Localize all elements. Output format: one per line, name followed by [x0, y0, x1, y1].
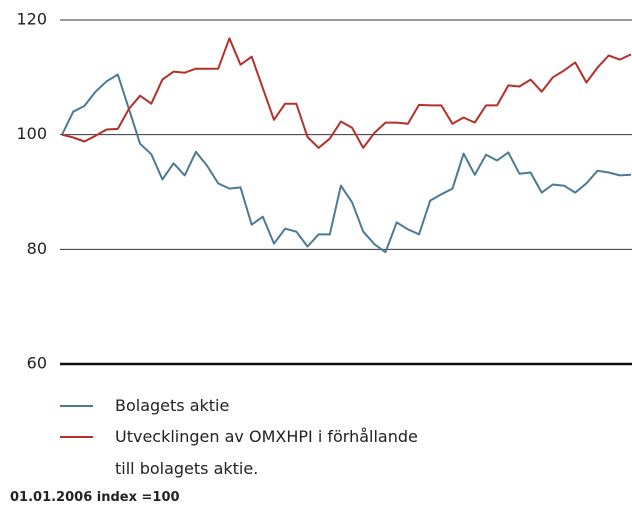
legend-label: Utvecklingen av OMXHPI i förhållande til…	[115, 427, 418, 478]
legend-swatch	[60, 436, 93, 438]
note: 01.01.2006 index =100	[10, 490, 180, 505]
y-tick-label: 80	[27, 239, 47, 258]
y-tick-label: 100	[16, 124, 47, 143]
y-tick-label: 60	[27, 354, 47, 373]
series-line	[61, 73, 632, 254]
chart: 60 80 100 120	[16, 10, 632, 373]
legend-swatch	[60, 405, 93, 407]
legend-label: Bolagets aktie	[115, 396, 230, 415]
y-tick-label: 120	[16, 10, 47, 29]
series-line	[61, 37, 632, 149]
